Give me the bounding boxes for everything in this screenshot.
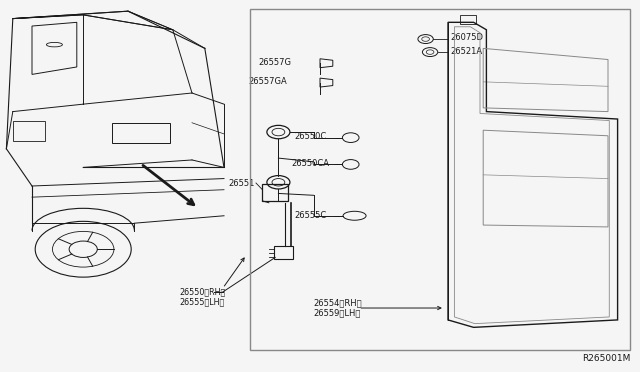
Bar [262, 184, 288, 201]
Text: 26559〈LH〉: 26559〈LH〉 [314, 309, 361, 318]
Text: 26550CA: 26550CA [291, 159, 329, 168]
Text: 26550C: 26550C [294, 132, 326, 141]
Text: 26555〈LH〉: 26555〈LH〉 [179, 298, 225, 307]
Bar [460, 15, 476, 24]
Bar [112, 123, 170, 143]
Bar [13, 121, 45, 141]
Text: 26557G: 26557G [258, 58, 291, 67]
Bar [274, 246, 293, 259]
Text: 26075D: 26075D [450, 33, 483, 42]
Bar [250, 9, 630, 350]
Text: 26550〈RH〉: 26550〈RH〉 [179, 288, 225, 296]
Text: 26551: 26551 [228, 179, 255, 187]
Text: 26557GA: 26557GA [248, 77, 287, 86]
Text: 26555C: 26555C [294, 211, 326, 219]
Text: 26521A: 26521A [450, 47, 482, 56]
Text: R265001M: R265001M [582, 354, 630, 363]
Text: 26554〈RH〉: 26554〈RH〉 [314, 299, 362, 308]
